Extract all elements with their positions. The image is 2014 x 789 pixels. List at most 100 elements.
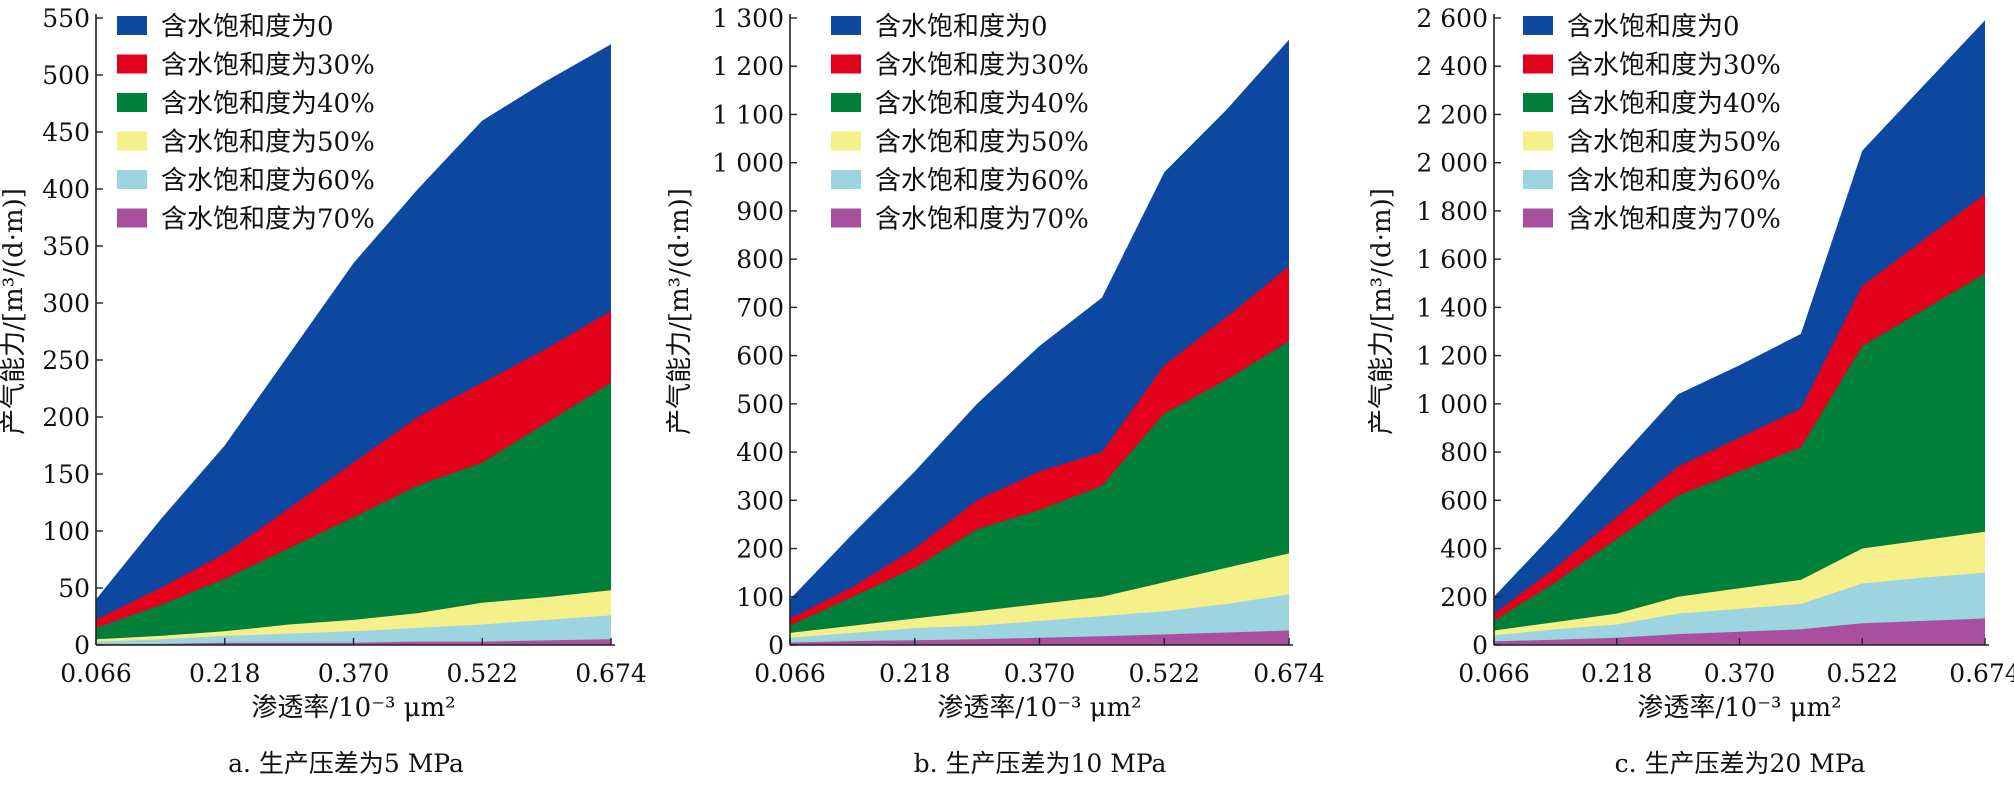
legend-label: 含水饱和度为30%: [161, 51, 375, 81]
y-tick-label: 550: [42, 4, 90, 33]
legend-label: 含水饱和度为0: [875, 12, 1048, 42]
x-tick-label: 0.370: [1004, 659, 1076, 688]
legend-label: 含水饱和度为40%: [1567, 89, 1781, 119]
legend-label: 含水饱和度为70%: [161, 205, 375, 235]
legend-label: 含水饱和度为70%: [1567, 205, 1781, 235]
y-tick-label: 800: [1440, 438, 1488, 467]
y-tick-label: 1 800: [1416, 197, 1488, 226]
legend-swatch: [831, 54, 861, 74]
x-tick-label: 0.218: [1581, 659, 1653, 688]
area-series-5: [790, 594, 1289, 645]
y-axis-title: 产气能力/[m³/(d·m)]: [665, 188, 695, 435]
x-tick-label: 0.066: [60, 659, 132, 688]
y-tick-label: 600: [736, 342, 784, 371]
legend-swatch: [831, 170, 861, 189]
y-tick-label: 50: [58, 574, 90, 603]
legend-swatch: [1523, 16, 1553, 35]
legend: 含水饱和度为0 含水饱和度为30% 含水饱和度为40% 含水饱和度为50% 含水饱和度为…: [1523, 12, 1781, 235]
y-tick-label: 500: [42, 61, 90, 90]
y-tick-label: 2 200: [1416, 100, 1488, 129]
chart-caption: c. 生产压差为20 MPa: [1615, 749, 1866, 778]
y-tick-label: 2 000: [1416, 149, 1488, 178]
chart-caption: b. 生产压差为10 MPa: [914, 749, 1167, 778]
y-tick-label: 300: [736, 486, 784, 515]
legend-label: 含水饱和度为60%: [1567, 166, 1781, 196]
y-tick-label: 900: [736, 197, 784, 226]
x-tick-label: 0.066: [754, 659, 826, 688]
legend-swatch: [1523, 131, 1553, 151]
legend-label: 含水饱和度为40%: [161, 89, 375, 119]
y-tick-label: 1 300: [712, 4, 784, 33]
legend-swatch: [117, 208, 147, 228]
y-axis-title: 产气能力/[m³/(d·m)]: [1367, 188, 1397, 435]
y-tick-label: 400: [1440, 535, 1488, 564]
legend-swatch: [831, 16, 861, 35]
x-tick-label: 0.522: [1826, 659, 1898, 688]
y-tick-label: 200: [42, 403, 90, 432]
legend-swatch: [117, 131, 147, 151]
y-tick-label: 450: [42, 118, 90, 147]
chart-panel-2: 0 100 200 300 400 500 600 700 800 900 1 000 1 100 1 …: [665, 4, 1325, 778]
x-tick-label: 0.522: [446, 659, 518, 688]
legend-label: 含水饱和度为50%: [875, 128, 1089, 158]
x-tick-label: 0.218: [879, 659, 951, 688]
x-axis-title: 渗透率/10⁻³ μm²: [251, 693, 455, 723]
y-tick-label: 1 200: [712, 52, 784, 81]
y-tick-label: 600: [1440, 486, 1488, 515]
y-tick-label: 1 600: [1416, 245, 1488, 274]
x-tick-label: 0.370: [1704, 659, 1776, 688]
x-tick-label: 0.674: [575, 659, 647, 688]
legend-swatch: [117, 170, 147, 189]
area-series-5: [96, 615, 611, 645]
y-tick-label: 400: [736, 438, 784, 467]
y-tick-label: 0: [768, 631, 784, 660]
x-tick-label: 0.674: [1253, 659, 1325, 688]
y-axis-title: 产气能力/[m³/(d·m)]: [0, 188, 29, 435]
legend-swatch: [117, 54, 147, 74]
legend-swatch: [831, 131, 861, 151]
y-tick-label: 300: [42, 289, 90, 318]
legend-swatch: [831, 93, 861, 112]
y-tick-label: 800: [736, 245, 784, 274]
y-tick-label: 0: [1472, 631, 1488, 660]
legend-label: 含水饱和度为0: [1567, 12, 1740, 42]
y-tick-label: 400: [42, 175, 90, 204]
x-axis-title: 渗透率/10⁻³ μm²: [937, 693, 1141, 723]
legend-label: 含水饱和度为50%: [161, 128, 375, 158]
y-tick-label: 200: [1440, 583, 1488, 612]
chart-caption: a. 生产压差为5 MPa: [228, 749, 464, 778]
legend-label: 含水饱和度为0: [161, 12, 334, 42]
y-tick-label: 1 100: [712, 100, 784, 129]
area-series-3: [96, 382, 611, 645]
legend-swatch: [1523, 170, 1553, 189]
chart-panel-1: 0 50 100 150 200 250 300 350 400 450 500 550 0.066 0.…: [0, 4, 647, 778]
y-tick-label: 150: [42, 460, 90, 489]
legend-swatch: [831, 208, 861, 228]
chart-panel-3: 0 200 400 600 800 1 000 1 200 1 400 1 600 1 800 2 …: [1367, 4, 2014, 778]
legend-label: 含水饱和度为40%: [875, 89, 1089, 119]
y-tick-label: 1 000: [1416, 390, 1488, 419]
legend-label: 含水饱和度为50%: [1567, 128, 1781, 158]
y-tick-label: 350: [42, 232, 90, 261]
y-tick-label: 250: [42, 346, 90, 375]
x-tick-label: 0.370: [318, 659, 390, 688]
legend-swatch: [1523, 93, 1553, 112]
y-tick-label: 2 400: [1416, 52, 1488, 81]
area-series-3: [790, 341, 1289, 645]
legend-label: 含水饱和度为70%: [875, 205, 1089, 235]
y-tick-label: 1 400: [1416, 293, 1488, 322]
y-tick-label: 1 200: [1416, 342, 1488, 371]
legend-label: 含水饱和度为60%: [875, 166, 1089, 196]
y-tick-label: 200: [736, 535, 784, 564]
y-tick-label: 1 000: [712, 149, 784, 178]
legend-swatch: [117, 16, 147, 35]
x-tick-label: 0.522: [1128, 659, 1200, 688]
legend-label: 含水饱和度为60%: [161, 166, 375, 196]
x-tick-label: 0.066: [1458, 659, 1530, 688]
y-tick-label: 700: [736, 293, 784, 322]
y-tick-label: 500: [736, 390, 784, 419]
legend-swatch: [117, 93, 147, 112]
legend-swatch: [1523, 54, 1553, 74]
y-tick-label: 0: [74, 631, 90, 660]
